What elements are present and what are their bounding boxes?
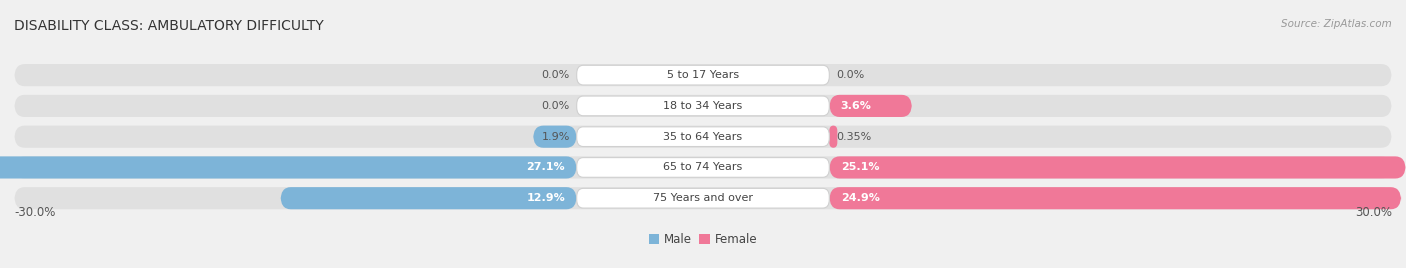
Text: 30.0%: 30.0% bbox=[1355, 206, 1392, 219]
Text: 24.9%: 24.9% bbox=[841, 193, 880, 203]
Text: 65 to 74 Years: 65 to 74 Years bbox=[664, 162, 742, 172]
FancyBboxPatch shape bbox=[830, 187, 1402, 209]
Text: 12.9%: 12.9% bbox=[526, 193, 565, 203]
FancyBboxPatch shape bbox=[576, 96, 830, 116]
Text: 18 to 34 Years: 18 to 34 Years bbox=[664, 101, 742, 111]
Text: 0.0%: 0.0% bbox=[541, 101, 569, 111]
Text: 35 to 64 Years: 35 to 64 Years bbox=[664, 132, 742, 142]
FancyBboxPatch shape bbox=[576, 158, 830, 177]
Text: 0.0%: 0.0% bbox=[541, 70, 569, 80]
FancyBboxPatch shape bbox=[0, 156, 576, 178]
Text: 25.1%: 25.1% bbox=[841, 162, 879, 172]
FancyBboxPatch shape bbox=[576, 188, 830, 208]
FancyBboxPatch shape bbox=[576, 65, 830, 85]
FancyBboxPatch shape bbox=[830, 156, 1406, 178]
Text: -30.0%: -30.0% bbox=[14, 206, 55, 219]
Text: 5 to 17 Years: 5 to 17 Years bbox=[666, 70, 740, 80]
FancyBboxPatch shape bbox=[576, 127, 830, 147]
FancyBboxPatch shape bbox=[14, 156, 1392, 178]
Legend: Male, Female: Male, Female bbox=[644, 228, 762, 250]
Text: 75 Years and over: 75 Years and over bbox=[652, 193, 754, 203]
FancyBboxPatch shape bbox=[533, 126, 576, 148]
Text: 3.6%: 3.6% bbox=[841, 101, 872, 111]
Text: 1.9%: 1.9% bbox=[541, 132, 569, 142]
Text: Source: ZipAtlas.com: Source: ZipAtlas.com bbox=[1281, 19, 1392, 29]
Text: 0.35%: 0.35% bbox=[837, 132, 872, 142]
FancyBboxPatch shape bbox=[280, 187, 576, 209]
FancyBboxPatch shape bbox=[14, 187, 1392, 209]
Text: 27.1%: 27.1% bbox=[527, 162, 565, 172]
FancyBboxPatch shape bbox=[830, 126, 838, 148]
FancyBboxPatch shape bbox=[14, 95, 1392, 117]
FancyBboxPatch shape bbox=[14, 126, 1392, 148]
FancyBboxPatch shape bbox=[14, 64, 1392, 86]
FancyBboxPatch shape bbox=[830, 95, 912, 117]
Text: 0.0%: 0.0% bbox=[837, 70, 865, 80]
Text: DISABILITY CLASS: AMBULATORY DIFFICULTY: DISABILITY CLASS: AMBULATORY DIFFICULTY bbox=[14, 19, 323, 33]
